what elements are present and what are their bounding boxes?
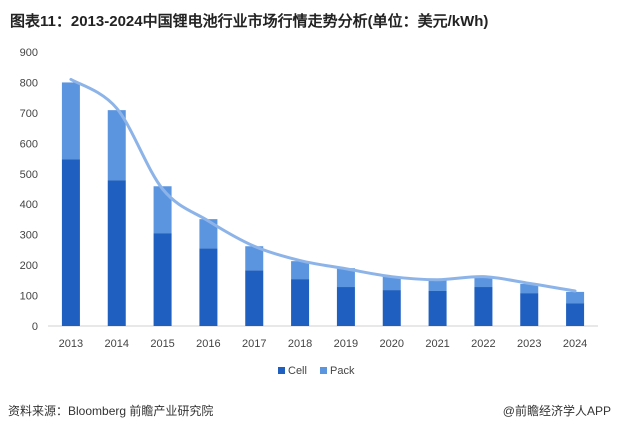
bar-pack-2024 [566,291,585,304]
y-tick-label: 800 [20,77,38,89]
legend-swatch-cell [278,367,285,374]
bar-cell-2022 [474,287,493,326]
y-tick-label: 600 [20,138,38,150]
legend-label-cell: Cell [288,365,307,377]
chart: 0 100 200 300 400 500 600 700 800 900 2013 2014 2015… [20,47,598,377]
chart-title: 图表11：2013-2024中国锂电池行业市场行情走势分析(单位：美元/kWh) [10,13,489,30]
bar-cell-2015 [153,233,172,326]
y-tick-label: 300 [20,230,38,242]
y-tick-label: 500 [20,169,38,181]
x-tick-label: 2022 [471,338,495,350]
x-tick-label: 2014 [105,338,129,350]
bar-pack-2015 [153,186,172,234]
bar-cell-2024 [566,303,585,326]
x-tick-label: 2024 [563,338,587,350]
x-tick-label: 2018 [288,338,312,350]
bar-cell-2023 [520,293,539,326]
x-tick-label: 2020 [380,338,404,350]
y-tick-label: 900 [20,47,38,59]
bar-cell-2017 [245,270,264,326]
y-tick-label: 200 [20,260,38,272]
bar-pack-2023 [520,283,539,294]
x-tick-label: 2015 [150,338,174,350]
bar-cell-2019 [336,287,355,326]
bar-cell-2021 [428,290,447,326]
bar-cell-2020 [382,290,401,326]
legend-swatch-pack [320,367,327,374]
y-tick-label: 0 [32,321,38,333]
bar-pack-2013 [61,82,80,160]
bar-pack-2018 [291,261,310,280]
brand-note: @前瞻经济学人APP [502,404,611,418]
x-tick-label: 2016 [196,338,220,350]
x-tick-label: 2019 [334,338,358,350]
x-tick-label: 2023 [517,338,541,350]
bar-cell-2014 [107,180,126,326]
bar-cell-2018 [291,279,310,326]
source-note: 资料来源：Bloomberg 前瞻产业研究院 [8,404,214,418]
legend-label-pack: Pack [330,365,355,377]
x-tick-label: 2013 [59,338,83,350]
bar-pack-2014 [107,110,126,181]
bar-cell-2013 [61,159,80,326]
bar-pack-2020 [382,276,401,291]
bar-cell-2016 [199,248,218,326]
y-tick-label: 100 [20,291,38,303]
y-tick-label: 700 [20,108,38,120]
bar-pack-2016 [199,219,218,249]
x-tick-label: 2021 [425,338,449,350]
bar-pack-2019 [336,268,355,288]
trend-line [69,77,577,293]
bar-pack-2022 [474,276,493,288]
y-tick-label: 400 [20,199,38,211]
bar-pack-2017 [245,246,264,271]
bar-pack-2021 [428,280,447,291]
x-tick-label: 2017 [242,338,266,350]
